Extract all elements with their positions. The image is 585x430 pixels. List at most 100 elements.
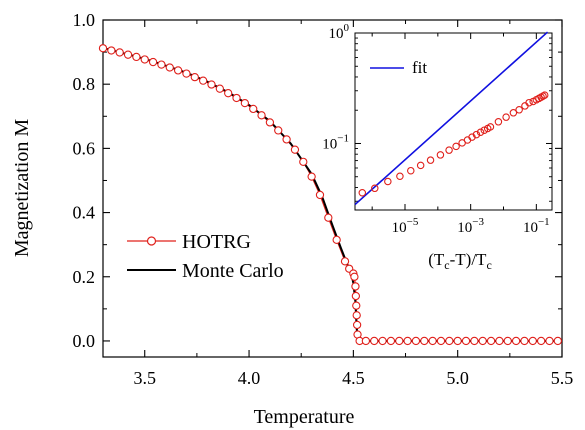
hotrg-point [352, 301, 361, 310]
hotrg-point [340, 257, 350, 266]
hotrg-point [378, 336, 387, 346]
inset-data-point [426, 156, 435, 164]
hotrg-point [361, 336, 371, 346]
hotrg-point [453, 336, 462, 346]
hotrg-point [495, 336, 504, 346]
hotrg-point [528, 336, 537, 346]
inset-data-point [445, 146, 453, 154]
inset-plot: 10−5 10−3 10−1 10−1 100 (Tc-T)/Tc fit [322, 22, 553, 272]
inset-data-point [396, 172, 404, 181]
hotrg-point [132, 52, 141, 62]
hotrg-point [403, 336, 412, 346]
hotrg-point [190, 72, 199, 82]
y-tick-label: 1.0 [73, 10, 96, 30]
hotrg-point [461, 336, 471, 346]
inset-data-point [452, 142, 460, 151]
y-tick-label: 0.0 [73, 331, 96, 351]
inset-data-point [515, 106, 523, 114]
main-series [98, 44, 562, 346]
inset-data-point [502, 113, 510, 121]
hotrg-point [157, 60, 166, 69]
hotrg-point [370, 336, 379, 346]
hotrg-point [165, 63, 174, 72]
inset-legend: fit [370, 58, 427, 77]
inset-plot-frame [354, 32, 553, 211]
inset-data-point [486, 123, 495, 131]
hotrg-point [536, 336, 546, 346]
inset-x-tick-label: 10−5 [392, 216, 419, 236]
legend-hotrg-marker [146, 236, 157, 246]
hotrg-point [352, 311, 361, 320]
legend-fit-label: fit [412, 58, 427, 77]
inset-data-point [540, 91, 549, 99]
hotrg-point [224, 89, 233, 98]
x-tick-label: 5.5 [551, 368, 574, 388]
hotrg-point [182, 69, 191, 78]
hotrg-point [351, 291, 361, 301]
x-tick-label: 3.5 [133, 368, 156, 388]
hotrg-point [411, 336, 421, 346]
hotrg-point [470, 336, 479, 346]
inset-x-tick-label: 10−3 [457, 216, 484, 236]
hotrg-point [420, 336, 429, 346]
inset-y-tick-label: 10−1 [322, 132, 349, 152]
hotrg-point [486, 336, 496, 346]
hotrg-point [395, 336, 404, 346]
hotrg-point [503, 336, 512, 346]
inset-x-tick-label: 10−1 [523, 216, 550, 236]
hotrg-point [553, 336, 562, 346]
hotrg-point [107, 46, 116, 55]
hotrg-point [351, 282, 360, 291]
y-tick-label: 0.2 [73, 267, 96, 287]
x-tick-label: 5.0 [446, 368, 469, 388]
inset-x-axis-title: (Tc-T)/Tc [428, 250, 492, 272]
hotrg-point [173, 66, 183, 75]
hotrg-point [148, 57, 158, 67]
hotrg-point [520, 336, 529, 346]
main-x-axis-title: Temperature [254, 406, 355, 428]
hotrg-point [511, 336, 521, 346]
inset-data-point [407, 166, 415, 175]
inset-data-point [371, 184, 379, 193]
y-tick-label: 0.6 [73, 138, 96, 158]
hotrg-point [265, 118, 275, 127]
main-plot-frame [102, 19, 563, 358]
hotrg-point [350, 272, 359, 281]
hotrg-point [282, 135, 291, 144]
hotrg-point [436, 336, 446, 346]
y-tick-label: 0.8 [73, 74, 96, 94]
hotrg-point [290, 145, 300, 154]
inset-data-point [476, 128, 485, 136]
hotrg-point [240, 98, 250, 108]
hotrg-point [215, 84, 224, 93]
inset-data-point [539, 92, 547, 100]
hotrg-point [545, 336, 554, 346]
inset-data-point [384, 177, 392, 186]
inset-data-point [509, 109, 518, 117]
y-tick-label: 0.4 [73, 203, 96, 223]
hotrg-point [98, 44, 108, 53]
main-plot: 3.5 4.0 4.5 5.0 5.5 0.0 0.2 0.4 0.6 0.8 1.0 Temper… [11, 10, 573, 428]
hotrg-point [332, 235, 341, 245]
hotrg-point [257, 111, 266, 120]
inset-y-tick-label: 100 [329, 22, 350, 42]
inset-data-point [494, 118, 503, 126]
hotrg-point [207, 80, 216, 89]
hotrg-point [299, 157, 308, 167]
hotrg-point [140, 55, 149, 64]
inset-data-point [472, 130, 481, 139]
hotrg-point [115, 48, 124, 57]
inset-data-point [416, 161, 425, 170]
hotrg-point [324, 213, 333, 222]
legend-monte-carlo-label: Monte Carlo [182, 260, 284, 282]
main-y-axis-title: Magnetization M [11, 119, 33, 258]
x-tick-label: 4.0 [238, 368, 261, 388]
inset-data-point [358, 189, 367, 197]
main-legend: HOTRG Monte Carlo [127, 231, 284, 282]
inset-axes: 10−5 10−3 10−1 10−1 100 [322, 22, 552, 236]
hotrg-point [274, 126, 283, 135]
hotrg-point [249, 104, 258, 114]
hotrg-point [307, 172, 316, 181]
hotrg-point [428, 336, 437, 346]
